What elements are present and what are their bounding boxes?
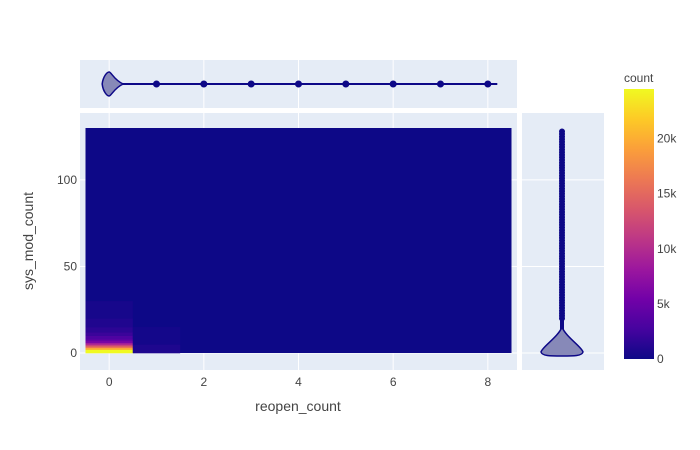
marginal-x-point	[200, 80, 208, 88]
colorbar-tick-label: 15k	[657, 187, 677, 201]
x-tick-label: 8	[484, 375, 491, 389]
marginal-x-point	[484, 80, 492, 88]
y-tick-label: 50	[64, 259, 78, 273]
heatmap-cell	[132, 344, 181, 354]
marginal-x-point	[342, 80, 350, 88]
colorbar-gradient	[624, 89, 654, 359]
heatmap-cell	[85, 332, 133, 336]
heatmap-cell	[85, 339, 133, 342]
heatmap-cell	[85, 340, 133, 343]
colorbar-tick-label: 5k	[657, 297, 671, 311]
marginal-x-point	[389, 80, 397, 88]
heatmap-cell	[85, 301, 133, 319]
x-tick-label: 0	[106, 375, 113, 389]
marginal-x-plot[interactable]	[80, 60, 517, 108]
heatmap-cell	[85, 128, 512, 353]
marginal-x-point	[247, 80, 255, 88]
x-axis-ticks: 0 2 4 6 8	[106, 375, 492, 389]
y-axis-label: sys_mod_count	[20, 192, 36, 290]
colorbar-ticks: 0 5k 10k 15k 20k	[657, 132, 677, 366]
heatmap-cell	[132, 327, 181, 345]
marginal-y-point	[559, 128, 565, 135]
heatmap-cell	[85, 318, 133, 328]
x-tick-label: 2	[200, 375, 207, 389]
heatmap-cell	[85, 347, 133, 350]
heatmap-cell	[85, 342, 133, 345]
marginal-x-violin	[101, 71, 498, 97]
heatmap-cell	[85, 349, 133, 354]
heatmap-cell	[85, 344, 133, 347]
marginal-x-point	[437, 80, 444, 88]
marginal-x-point	[295, 80, 302, 88]
heatmap-cell	[85, 335, 133, 340]
marginal-x-point	[153, 80, 160, 88]
marginal-y-violin-body	[540, 325, 584, 357]
heatmap-cell	[85, 327, 133, 333]
colorbar-title: count	[624, 71, 654, 85]
x-axis-label: reopen_count	[255, 398, 341, 414]
y-tick-label: 0	[70, 346, 77, 360]
heatmap-cell	[85, 346, 133, 349]
colorbar-tick-label: 20k	[657, 132, 677, 146]
colorbar-tick-label: 10k	[657, 242, 677, 256]
marginal-y-violin	[540, 128, 584, 357]
y-tick-label: 100	[57, 173, 77, 187]
colorbar-tick-label: 0	[657, 352, 664, 366]
marginal-x-violin-body	[101, 71, 126, 97]
main-plot[interactable]	[80, 113, 517, 370]
y-axis-ticks: 0 50 100	[57, 173, 77, 360]
x-tick-label: 4	[295, 375, 302, 389]
marginal-y-plot[interactable]	[522, 113, 604, 370]
x-tick-label: 6	[390, 375, 397, 389]
colorbar: count 0 5k 10k 15k 20k	[624, 71, 677, 366]
heatmap	[85, 128, 512, 354]
